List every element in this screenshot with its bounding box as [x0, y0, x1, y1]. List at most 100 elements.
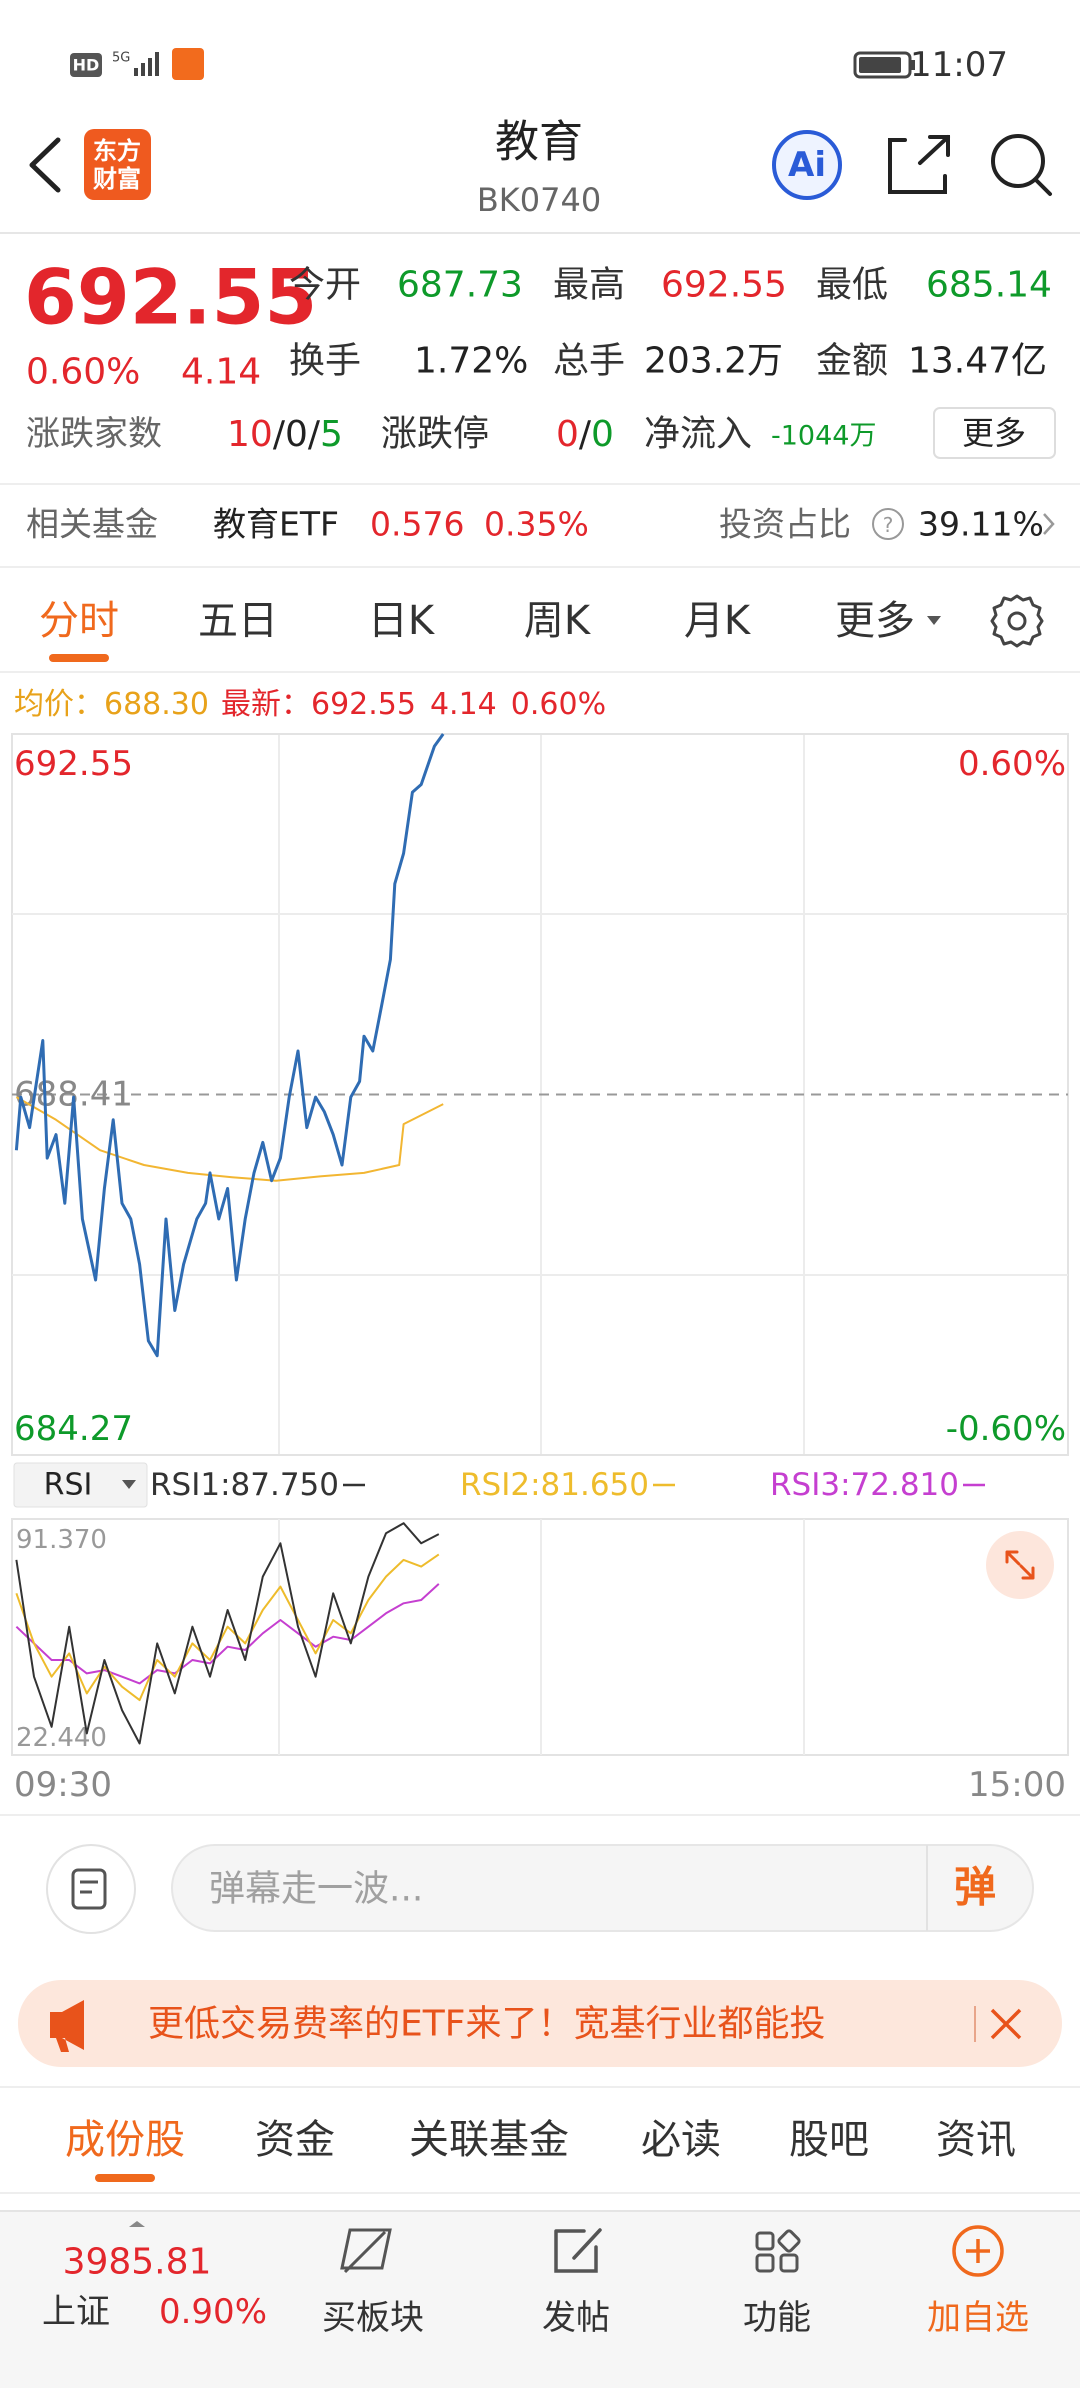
avg-value: 688.30	[104, 687, 209, 722]
fund-name[interactable]: 教育ETF	[213, 505, 339, 544]
dropdown-arrow	[122, 1480, 136, 1489]
dropdown-arrow	[927, 616, 941, 625]
limit-down: 0	[591, 414, 614, 455]
limit-label: 涨跌停	[381, 414, 489, 455]
ratio-label: 投资占比	[719, 505, 851, 544]
battery-tip	[911, 60, 915, 70]
share-button[interactable]	[888, 135, 950, 194]
nav-label[interactable]: 加自选	[927, 2298, 1029, 2338]
stock-code: BK0740	[477, 181, 601, 219]
rsi-line	[15, 1583, 440, 1685]
y2-tick-label: -0.60%	[946, 1409, 1066, 1449]
bottom-nav	[0, 2211, 1080, 2388]
danmaku-toggle[interactable]	[46, 1844, 136, 1934]
banner-close[interactable]	[990, 2008, 1022, 2040]
help-icon[interactable]	[872, 508, 904, 540]
search-button[interactable]	[991, 134, 1045, 188]
inflow-value: -1044万	[771, 421, 876, 452]
breadth-up: 10	[227, 414, 273, 455]
tab-underline	[95, 2174, 155, 2182]
comment-input[interactable]	[171, 1844, 1034, 1932]
y2-tick-label: 0.60%	[958, 744, 1066, 784]
stat-label: 金额	[816, 341, 888, 382]
nav-icon	[554, 2228, 602, 2273]
stat-value: 687.73	[397, 265, 523, 306]
chart-tab[interactable]: 日K	[368, 598, 436, 644]
limit: 0/0	[556, 414, 614, 455]
breadth: 10/0/5	[227, 414, 343, 455]
comment-placeholder: 弹幕走一波...	[209, 1869, 423, 1910]
danmaku-icon	[71, 1868, 107, 1910]
fund-pct: 0.35%	[484, 505, 589, 544]
banner[interactable]	[18, 1980, 1062, 2067]
help-text: ?	[883, 513, 894, 537]
avg-label: 均价：	[14, 687, 104, 722]
more-button[interactable]	[933, 407, 1056, 459]
info-line: 均价：688.30 最新：692.55 4.14 0.60%	[14, 687, 606, 722]
section-tab[interactable]: 成份股	[65, 2117, 185, 2163]
inflow-label: 净流入	[644, 414, 752, 455]
ratio-value: 39.11%	[918, 505, 1044, 544]
page-title: 教育	[495, 117, 583, 168]
fund-price: 0.576	[370, 505, 464, 544]
change: 4.14	[181, 352, 261, 393]
last-price: 692.55	[24, 253, 317, 342]
nav-icon-plus	[966, 2239, 990, 2263]
danmaku-send[interactable]: 弹	[954, 1863, 996, 1912]
last-value: 692.55	[311, 687, 416, 722]
indicator-name: RSI	[44, 1468, 93, 1503]
stat-value: 13.47亿	[908, 341, 1047, 382]
search-handle	[1034, 178, 1052, 196]
index-value[interactable]: 3985.81	[63, 2242, 212, 2283]
nav-label[interactable]: 买板块	[322, 2298, 424, 2338]
limit-up: 0	[556, 414, 579, 455]
back-button[interactable]	[29, 137, 61, 193]
y-tick-label: 91.370	[16, 1525, 107, 1555]
breadth-down: 5	[320, 414, 343, 455]
section-tab[interactable]: 资讯	[936, 2117, 1016, 2163]
chart-tab[interactable]: 分时	[39, 598, 119, 644]
index-name: 上证	[42, 2292, 110, 2332]
section-tab[interactable]: 关联基金	[409, 2117, 569, 2163]
stat-label: 换手	[289, 341, 361, 382]
tab-underline	[49, 654, 109, 662]
rsi-chart: 91.370 22.440 09:30 15:00 RSI1:87.750 RSI2:81…	[14, 1467, 1066, 1805]
section-tab[interactable]: 股吧	[789, 2117, 869, 2163]
ai-button[interactable]	[772, 130, 842, 200]
ai-text: Ai	[788, 145, 826, 185]
breadth-flat: 0	[285, 414, 308, 455]
nav-label[interactable]: 发帖	[542, 2298, 610, 2338]
y-tick-label: 692.55	[14, 744, 133, 784]
chart-tab[interactable]: 五日	[198, 598, 278, 644]
section-tab[interactable]: 必读	[641, 2117, 721, 2163]
battery-level	[859, 57, 901, 73]
more-text: 更多	[962, 414, 1026, 452]
stat-label: 最高	[553, 265, 625, 306]
chart-tab[interactable]: 周K	[524, 598, 592, 644]
expand-arrow	[129, 2221, 145, 2227]
danmaku-icon-lines	[80, 1880, 98, 1894]
separator: /	[273, 414, 286, 455]
megaphone	[50, 2000, 84, 2052]
chart-tab[interactable]: 月K	[684, 598, 752, 644]
indicator-selector[interactable]	[13, 1462, 148, 1508]
price-line	[14, 733, 445, 1358]
section-tab[interactable]: 资金	[255, 2117, 335, 2163]
net-text: 5G	[112, 51, 130, 66]
nav-label[interactable]: 功能	[743, 2298, 811, 2338]
expand-icon	[1005, 1550, 1035, 1580]
breadth-label: 涨跌家数	[26, 414, 162, 454]
separator: /	[579, 414, 592, 455]
last-label: 最新：	[221, 687, 311, 722]
stat-value: 203.2万	[644, 341, 783, 382]
rsi-line	[15, 1553, 440, 1702]
logo-text: 东方	[93, 137, 141, 165]
settings-button[interactable]	[990, 594, 1044, 648]
legend-entry: RSI1:87.750	[150, 1467, 339, 1503]
index-pct: 0.90%	[159, 2292, 267, 2332]
stat-value: 692.55	[661, 265, 787, 306]
chevron	[1043, 513, 1055, 535]
chart-tab[interactable]: 更多	[835, 598, 915, 644]
hd-badge	[70, 53, 102, 77]
